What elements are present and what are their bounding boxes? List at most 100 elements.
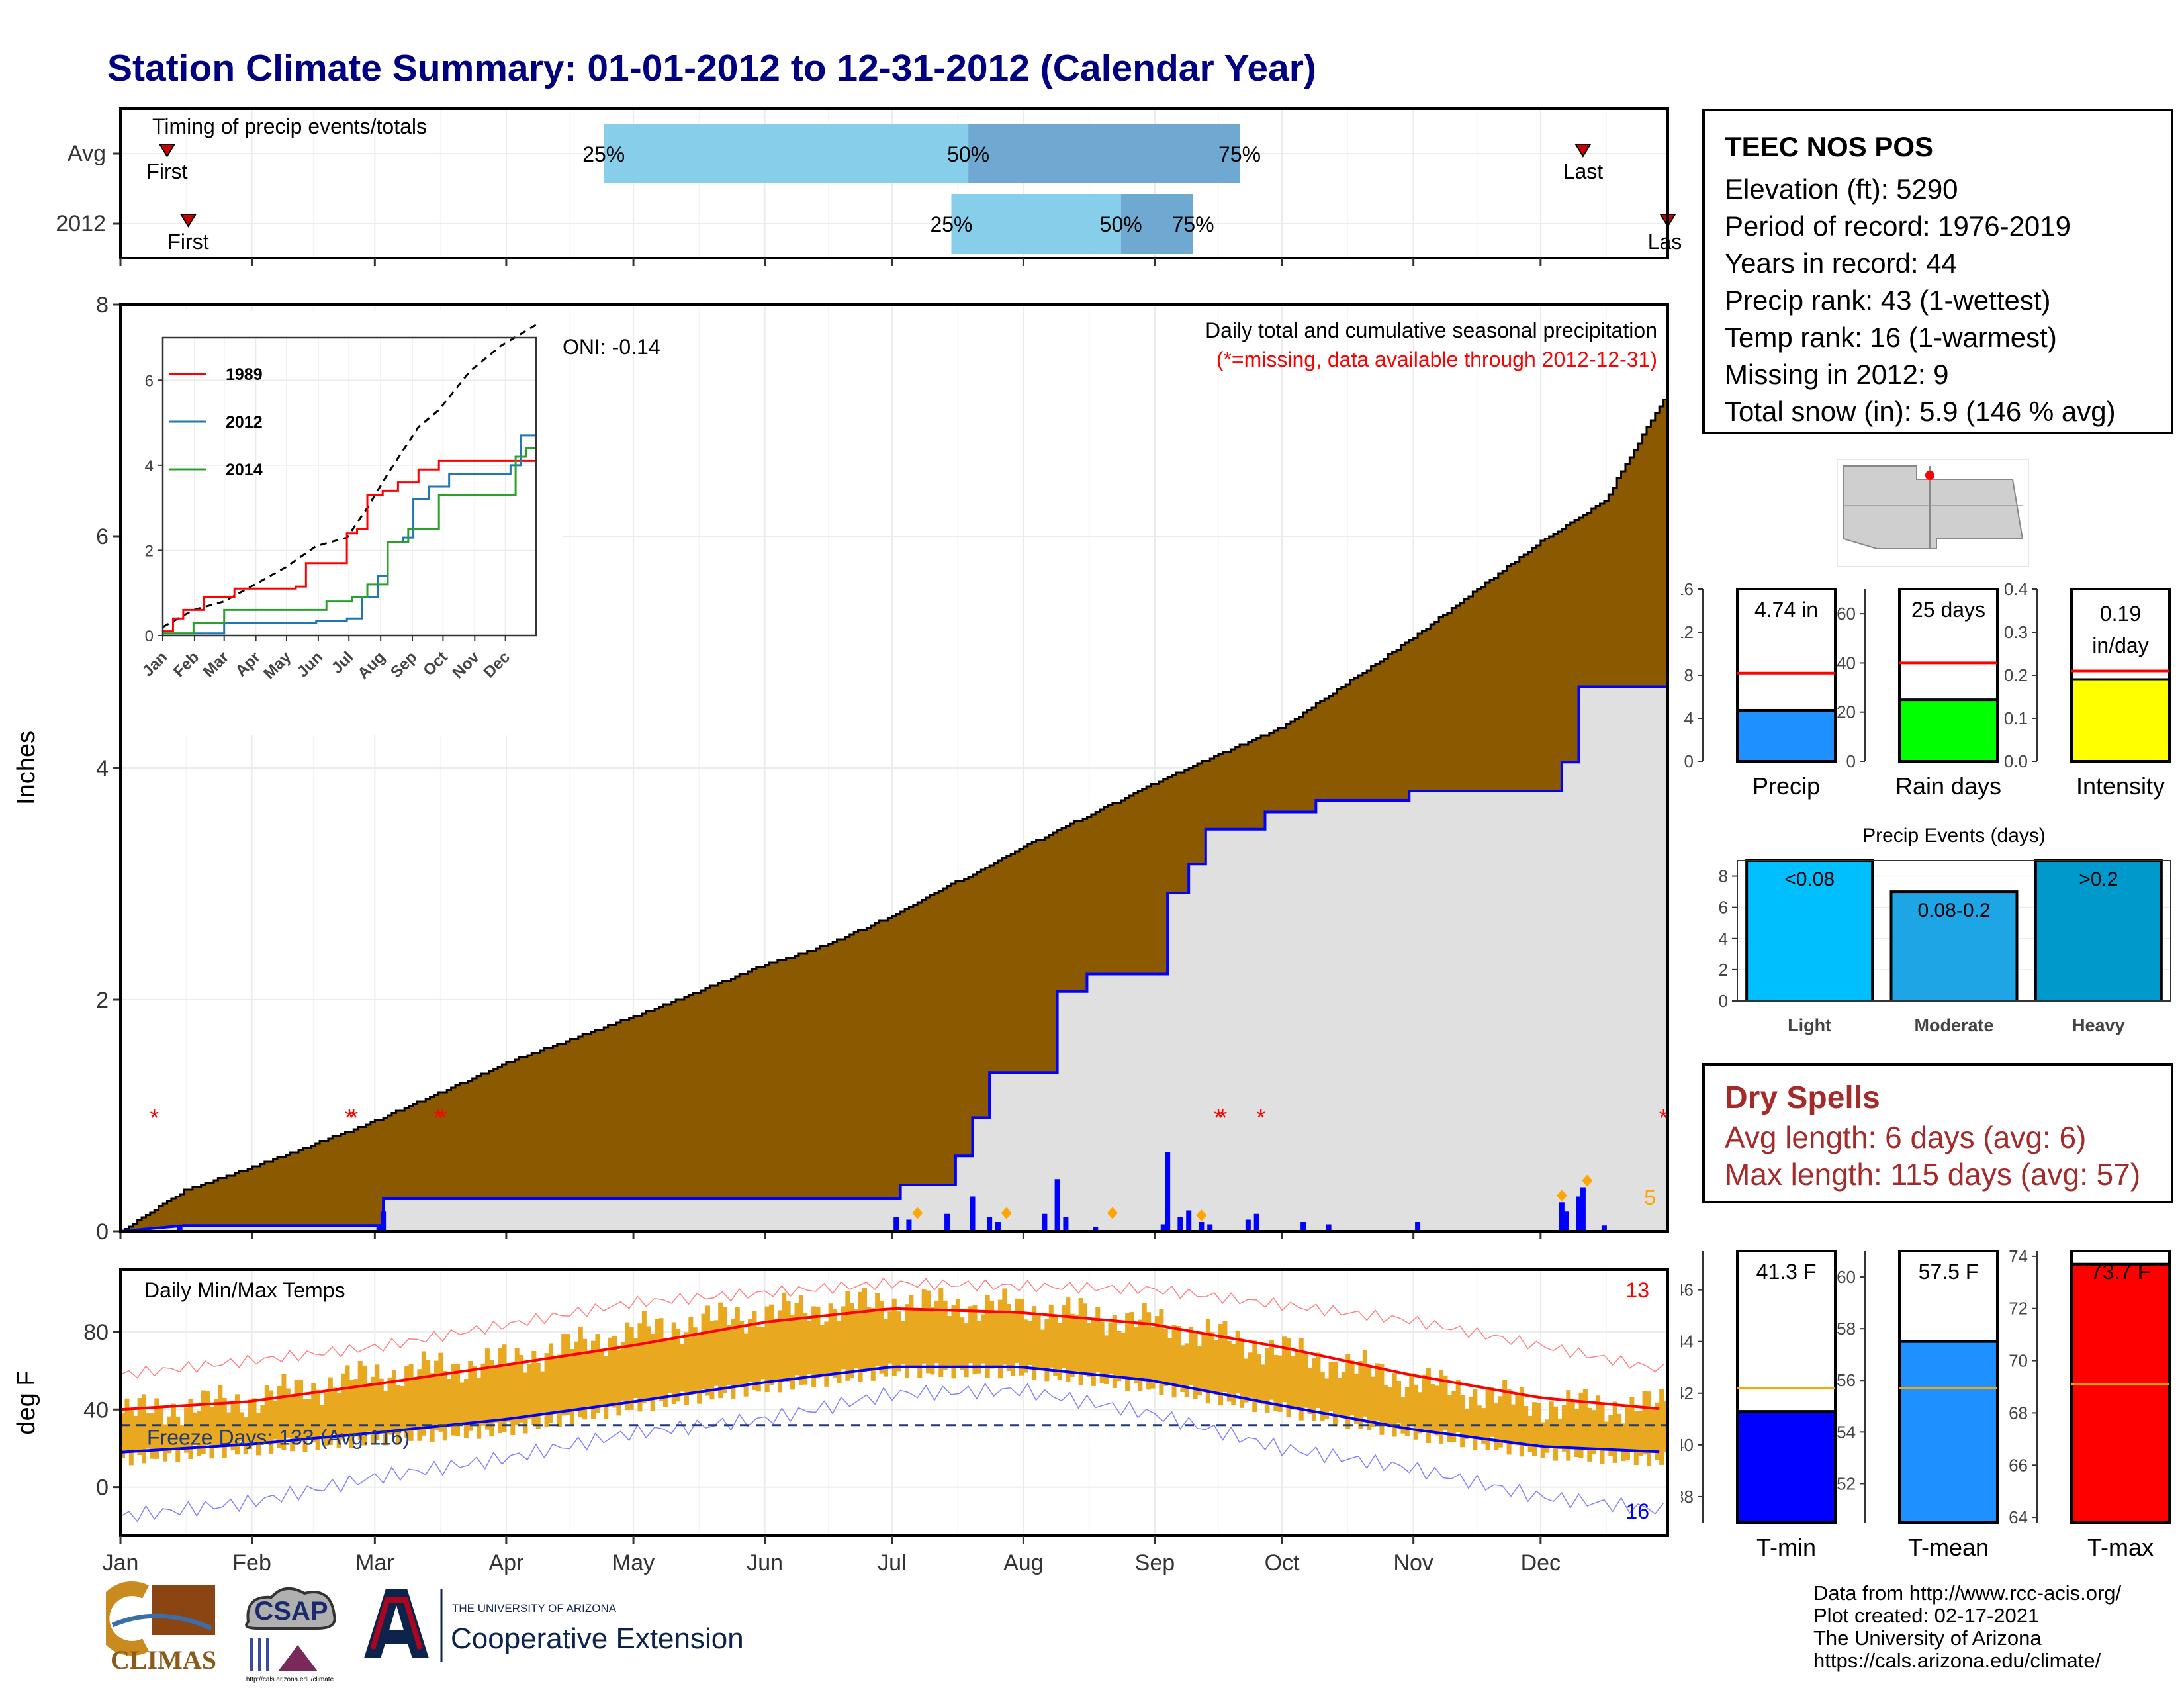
csap-logo-url: http://cals.arizona.edu/climate [246,1676,334,1683]
precip-events-category: Moderate [1914,1015,1993,1035]
temp-range-bar [1248,1352,1253,1398]
timing-label-75: 75% [1172,212,1214,236]
temp-range-bar [498,1348,503,1434]
temp-range-bar [1069,1313,1075,1377]
temp-range-bar [773,1318,778,1380]
temp-range-bar [1171,1325,1177,1398]
temp-range-bar [964,1323,969,1378]
snow-diamond-marker [1196,1209,1207,1221]
record-min-line [120,1382,1664,1523]
temp-range-bar [1083,1303,1088,1374]
temp-range-bar [1273,1354,1279,1411]
temp-range-bar [913,1309,918,1369]
credit-university: The University of Arizona [1813,1626,2042,1650]
temp-range-bar [472,1366,477,1427]
temp-range-bar [997,1299,1003,1379]
temp-range-bar [786,1301,791,1383]
temp-range-bar [1044,1319,1050,1382]
temp-range-bar [375,1364,380,1440]
inset-y-tick-label: 6 [145,372,154,390]
temp-range-bar [586,1352,592,1407]
temp-range-bar [960,1317,965,1370]
temp-range-bar [1222,1321,1228,1392]
station-period: Period of record: 1976-2019 [1725,211,2071,242]
station-snow: Total snow (in): 5.9 (146 % avg) [1725,396,2116,427]
temp-range-bar [1600,1403,1605,1464]
station-elevation: Elevation (ft): 5290 [1725,173,1958,205]
temp-range-bar [400,1385,405,1430]
temp-range-bar [612,1335,617,1408]
temp-range-bar [353,1379,359,1435]
temp-summary-value: 57.5 F [1919,1260,1979,1284]
timing-label-25: 25% [582,142,625,166]
temp-range-bar [697,1333,702,1404]
temp-summary-y-tick-label: 66 [2009,1455,2028,1475]
month-label: Oct [1265,1550,1300,1575]
temp-range-bar [1388,1387,1393,1427]
daily-precip-bar [970,1196,976,1231]
temp-range-bar [1286,1338,1291,1417]
temp-range-bar [514,1348,520,1426]
temp-range-bar [616,1350,621,1416]
temp-range-bar [565,1334,570,1415]
temp-range-bar [1625,1406,1630,1460]
temp-range-bar [574,1341,579,1410]
temp-range-bar [1133,1327,1138,1384]
temp-range-bar [743,1333,749,1397]
temp-range-bar [722,1307,727,1393]
temp-range-bar [142,1394,147,1464]
temp-range-bar [1214,1340,1219,1395]
credit-plot-date: Plot created: 02-17-2021 [1813,1604,2040,1627]
temp-range-bar [553,1356,558,1414]
temp-range-bar [620,1342,625,1401]
intensity-value: 0.19 [2100,602,2141,626]
temp-range-bar [1341,1372,1346,1417]
month-label: Mar [355,1550,394,1575]
temp-range-bar [1510,1404,1516,1445]
snow-count-label: 5 [1644,1186,1656,1209]
temp-range-bar [824,1321,829,1387]
timing-chart: 25% 50% 75% First Last Avg 25% 50% 75% First Last 2… [56,107,1681,266]
temp-range-bar [1604,1421,1609,1451]
inset-record-dashed-line [162,324,537,628]
temp-range-bar [1481,1408,1486,1444]
temp-range-bar [1553,1406,1559,1461]
inset-series-line-2014 [163,447,536,635]
temp-range-bar [1040,1329,1045,1370]
temp-summary-y-tick-label: 54 [1837,1422,1856,1442]
daily-precip-bar [893,1217,899,1231]
temp-range-bar [1197,1346,1202,1396]
temp-range-bar [315,1389,320,1450]
timing-last-label: Last [1563,160,1604,183]
daily-precip-bar [1042,1213,1048,1231]
temp-range-bar [1651,1408,1656,1453]
temp-range-bar [277,1385,283,1448]
observed-cumulative-area [120,686,1668,1231]
temp-range-bar [1180,1345,1185,1393]
temp-range-bar [807,1321,812,1374]
daily-precip-bar [1580,1187,1586,1231]
temp-range-bar [1316,1352,1321,1409]
temp-range-bar [1629,1397,1635,1451]
temp-range-bar [739,1321,745,1387]
temp-range-bar [201,1390,206,1454]
temp-range-bar [1332,1361,1338,1427]
timing-label-50: 50% [1100,212,1142,236]
temp-range-bar [921,1289,927,1364]
temp-range-bar [396,1385,401,1445]
temp-range-bar [591,1340,596,1419]
temp-range-bar [1358,1361,1363,1429]
temp-range-bar [1138,1319,1143,1391]
temp-range-bar [1320,1371,1325,1421]
temp-range-bar [1095,1307,1101,1373]
daily-precip-bar [1160,1224,1166,1231]
temp-range-bar [1642,1391,1647,1455]
temp-range-bar [891,1298,897,1376]
temp-range-bar [845,1291,850,1381]
temp-range-bar [1290,1356,1295,1410]
temp-range-bar [731,1319,736,1399]
temp-range-bar [1189,1326,1194,1385]
daily-precip-bar [1165,1152,1171,1231]
temp-range-bar [905,1304,910,1379]
precip-chart-title: Daily total and cumulative seasonal prec… [1205,318,1657,342]
